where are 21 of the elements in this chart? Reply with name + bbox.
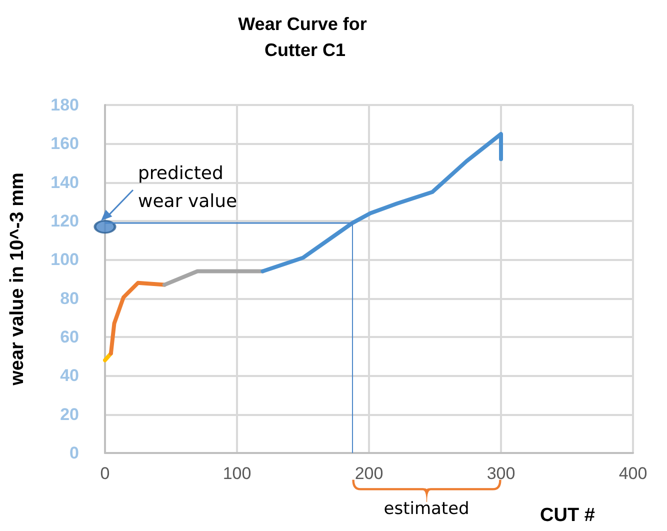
y-axis-title: wear value in 10^-3 mm: [7, 172, 28, 386]
y-tick-label: 120: [50, 212, 79, 230]
x-axis-title: CUT #: [540, 505, 595, 527]
annotation: predicted wear value: [138, 162, 238, 214]
x-tick-label: 300: [486, 464, 516, 483]
y-tick-label: 140: [50, 172, 79, 192]
text: estimated: [384, 499, 470, 519]
y-tick-label: 100: [50, 250, 79, 270]
y-tick-label: 40: [60, 366, 79, 386]
y-tick-label: 60: [60, 328, 79, 346]
line-series: [108, 280, 166, 356]
x-tick-label: 200: [354, 464, 384, 483]
y-tick-label: 180: [50, 96, 79, 114]
x-tick-label: 400: [618, 464, 648, 483]
y-tick-label: 0: [70, 444, 79, 462]
y-tick-label: 160: [50, 134, 79, 154]
x-tick-label: 100: [222, 464, 252, 483]
y-tick-label: 80: [60, 288, 79, 308]
x-tick-label: 0: [100, 464, 110, 483]
y-tick-label: 20: [60, 404, 79, 424]
chart-title: Wear Curve for Cutter C1: [238, 14, 372, 60]
